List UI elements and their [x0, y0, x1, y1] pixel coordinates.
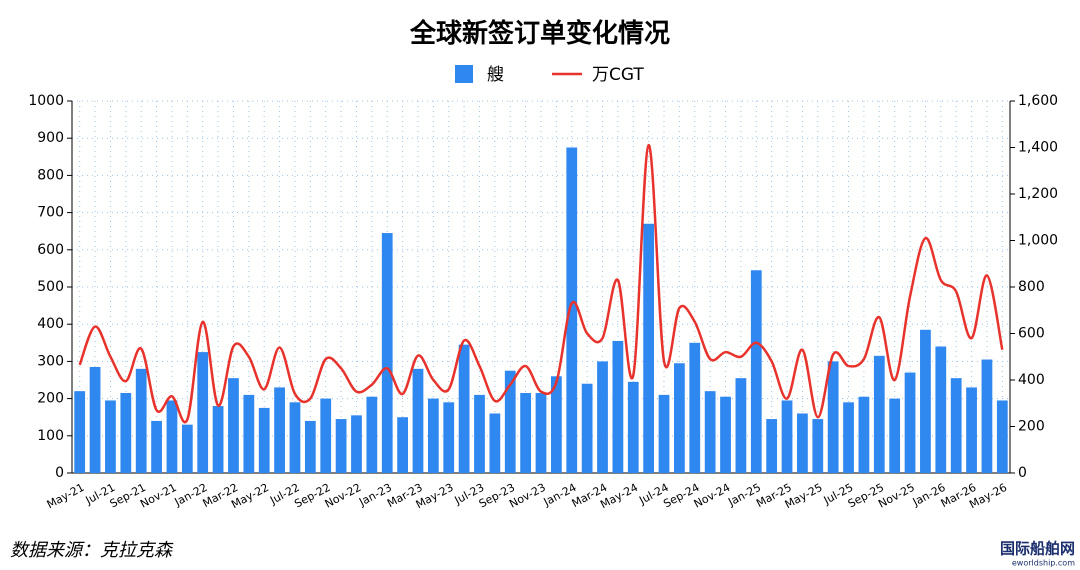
- y-tick-label: 300: [37, 353, 64, 369]
- y2-tick-label: 1,600: [1018, 93, 1058, 109]
- bar: [258, 407, 270, 473]
- bar: [366, 396, 378, 473]
- bar: [812, 419, 824, 473]
- bar: [458, 344, 470, 473]
- line: [78, 143, 1004, 424]
- y2-tick-label: 200: [1018, 419, 1045, 435]
- y-tick-label: 1000: [28, 93, 64, 109]
- y2-tick-label: 1,200: [1018, 186, 1058, 202]
- bar: [966, 387, 977, 473]
- y2-tick-label: 800: [1018, 279, 1045, 295]
- bar: [212, 406, 224, 473]
- y2-tick-label: 1,400: [1018, 140, 1058, 156]
- bar: [535, 393, 547, 473]
- y-tick-label: 900: [37, 130, 64, 146]
- bar: [735, 378, 747, 473]
- bar: [689, 342, 701, 473]
- bar: [720, 396, 731, 473]
- bar: [873, 355, 885, 473]
- bar: [935, 346, 947, 473]
- watermark-url: eworldship.com: [1012, 559, 1075, 568]
- y-tick-label: 800: [37, 167, 64, 183]
- bar: [658, 394, 670, 473]
- bar: [397, 417, 408, 473]
- y2-tick-label: 1,000: [1018, 233, 1058, 249]
- bar: [289, 402, 301, 473]
- bar: [274, 387, 285, 473]
- bar: [996, 400, 1008, 473]
- chart-title: 全球新签订单变化情况: [409, 18, 670, 49]
- bar: [304, 420, 316, 473]
- bar: [181, 424, 193, 473]
- bar: [335, 419, 347, 473]
- x-tick-label: May-21: [45, 481, 87, 511]
- source: 数据来源：克拉克森: [10, 540, 174, 561]
- y-tick-label: 700: [37, 205, 64, 221]
- bar: [797, 413, 808, 473]
- y-tick-label: 200: [37, 391, 64, 407]
- bar: [89, 366, 101, 473]
- bar: [981, 359, 993, 473]
- bar: [105, 400, 116, 473]
- bar: [920, 329, 931, 473]
- bar: [858, 396, 870, 473]
- bar: [566, 147, 578, 473]
- bar: [704, 391, 716, 473]
- bar: [904, 372, 916, 473]
- watermark: 国际船舶网: [1000, 540, 1075, 558]
- bar: [427, 398, 439, 473]
- bar: [889, 398, 901, 473]
- bar: [827, 361, 839, 473]
- bar: [243, 394, 255, 473]
- y2-tick-label: 0: [1018, 465, 1027, 481]
- bar: [135, 368, 147, 473]
- bar: [674, 363, 685, 473]
- bar: [489, 413, 501, 473]
- bar: [781, 400, 793, 473]
- bar: [320, 398, 332, 473]
- bar: [612, 340, 624, 473]
- bar: [151, 420, 162, 473]
- y-tick-label: 600: [37, 242, 64, 258]
- bar: [643, 223, 655, 473]
- bar: [166, 400, 178, 473]
- y-tick-label: 400: [37, 316, 64, 332]
- bar: [474, 394, 485, 473]
- bar: [504, 370, 516, 473]
- bar: [950, 378, 962, 473]
- bar: [381, 233, 393, 473]
- y2-tick-label: 600: [1018, 326, 1045, 342]
- bar: [766, 419, 778, 473]
- legend-label: 艘: [487, 65, 504, 85]
- y2-tick-label: 400: [1018, 372, 1045, 388]
- bar: [750, 270, 762, 473]
- legend-swatch: [455, 65, 473, 83]
- bar: [581, 383, 593, 473]
- bar: [520, 393, 532, 473]
- legend-label: 万CGT: [592, 65, 644, 85]
- bar: [74, 391, 86, 473]
- bar: [843, 402, 854, 473]
- y-tick-label: 100: [37, 428, 64, 444]
- bar: [197, 352, 209, 473]
- y-tick-label: 500: [37, 279, 64, 295]
- bar: [351, 415, 362, 473]
- bar: [597, 361, 608, 473]
- bar: [120, 393, 132, 473]
- bar: [443, 402, 455, 473]
- bar: [550, 376, 562, 473]
- bar: [627, 381, 639, 473]
- y-tick-label: 0: [55, 465, 64, 481]
- bar: [412, 368, 424, 473]
- bar: [228, 378, 239, 473]
